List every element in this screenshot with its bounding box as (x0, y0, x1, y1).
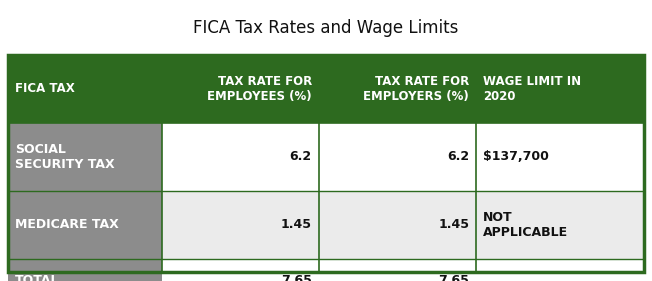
Text: 1.45: 1.45 (281, 219, 312, 232)
Text: WAGE LIMIT IN
2020: WAGE LIMIT IN 2020 (483, 75, 581, 103)
Bar (319, 123, 476, 191)
Text: MEDICARE TAX: MEDICARE TAX (15, 219, 119, 232)
Bar (8, 123, 162, 191)
Text: 7.65: 7.65 (281, 273, 312, 281)
Text: FICA TAX: FICA TAX (15, 83, 75, 96)
Bar (319, 259, 476, 281)
Text: TAX RATE FOR
EMPLOYEES (%): TAX RATE FOR EMPLOYEES (%) (207, 75, 312, 103)
Bar (476, 191, 644, 259)
Text: 6.2: 6.2 (447, 151, 469, 164)
Text: 7.65: 7.65 (438, 273, 469, 281)
Bar (319, 191, 476, 259)
Text: FICA Tax Rates and Wage Limits: FICA Tax Rates and Wage Limits (193, 19, 459, 37)
Text: $137,700: $137,700 (483, 151, 549, 164)
Text: 6.2: 6.2 (289, 151, 312, 164)
Bar (8, 55, 644, 272)
Bar (162, 259, 319, 281)
Bar (162, 191, 319, 259)
Text: TAX RATE FOR
EMPLOYERS (%): TAX RATE FOR EMPLOYERS (%) (363, 75, 469, 103)
Bar (8, 55, 644, 123)
Bar (8, 191, 162, 259)
Text: SOCIAL
SECURITY TAX: SOCIAL SECURITY TAX (15, 143, 115, 171)
Bar (162, 123, 319, 191)
Bar (476, 123, 644, 191)
Text: NOT
APPLICABLE: NOT APPLICABLE (483, 211, 568, 239)
Bar (476, 259, 644, 281)
Text: TOTAL: TOTAL (15, 273, 59, 281)
Text: 1.45: 1.45 (438, 219, 469, 232)
Bar (8, 259, 162, 281)
